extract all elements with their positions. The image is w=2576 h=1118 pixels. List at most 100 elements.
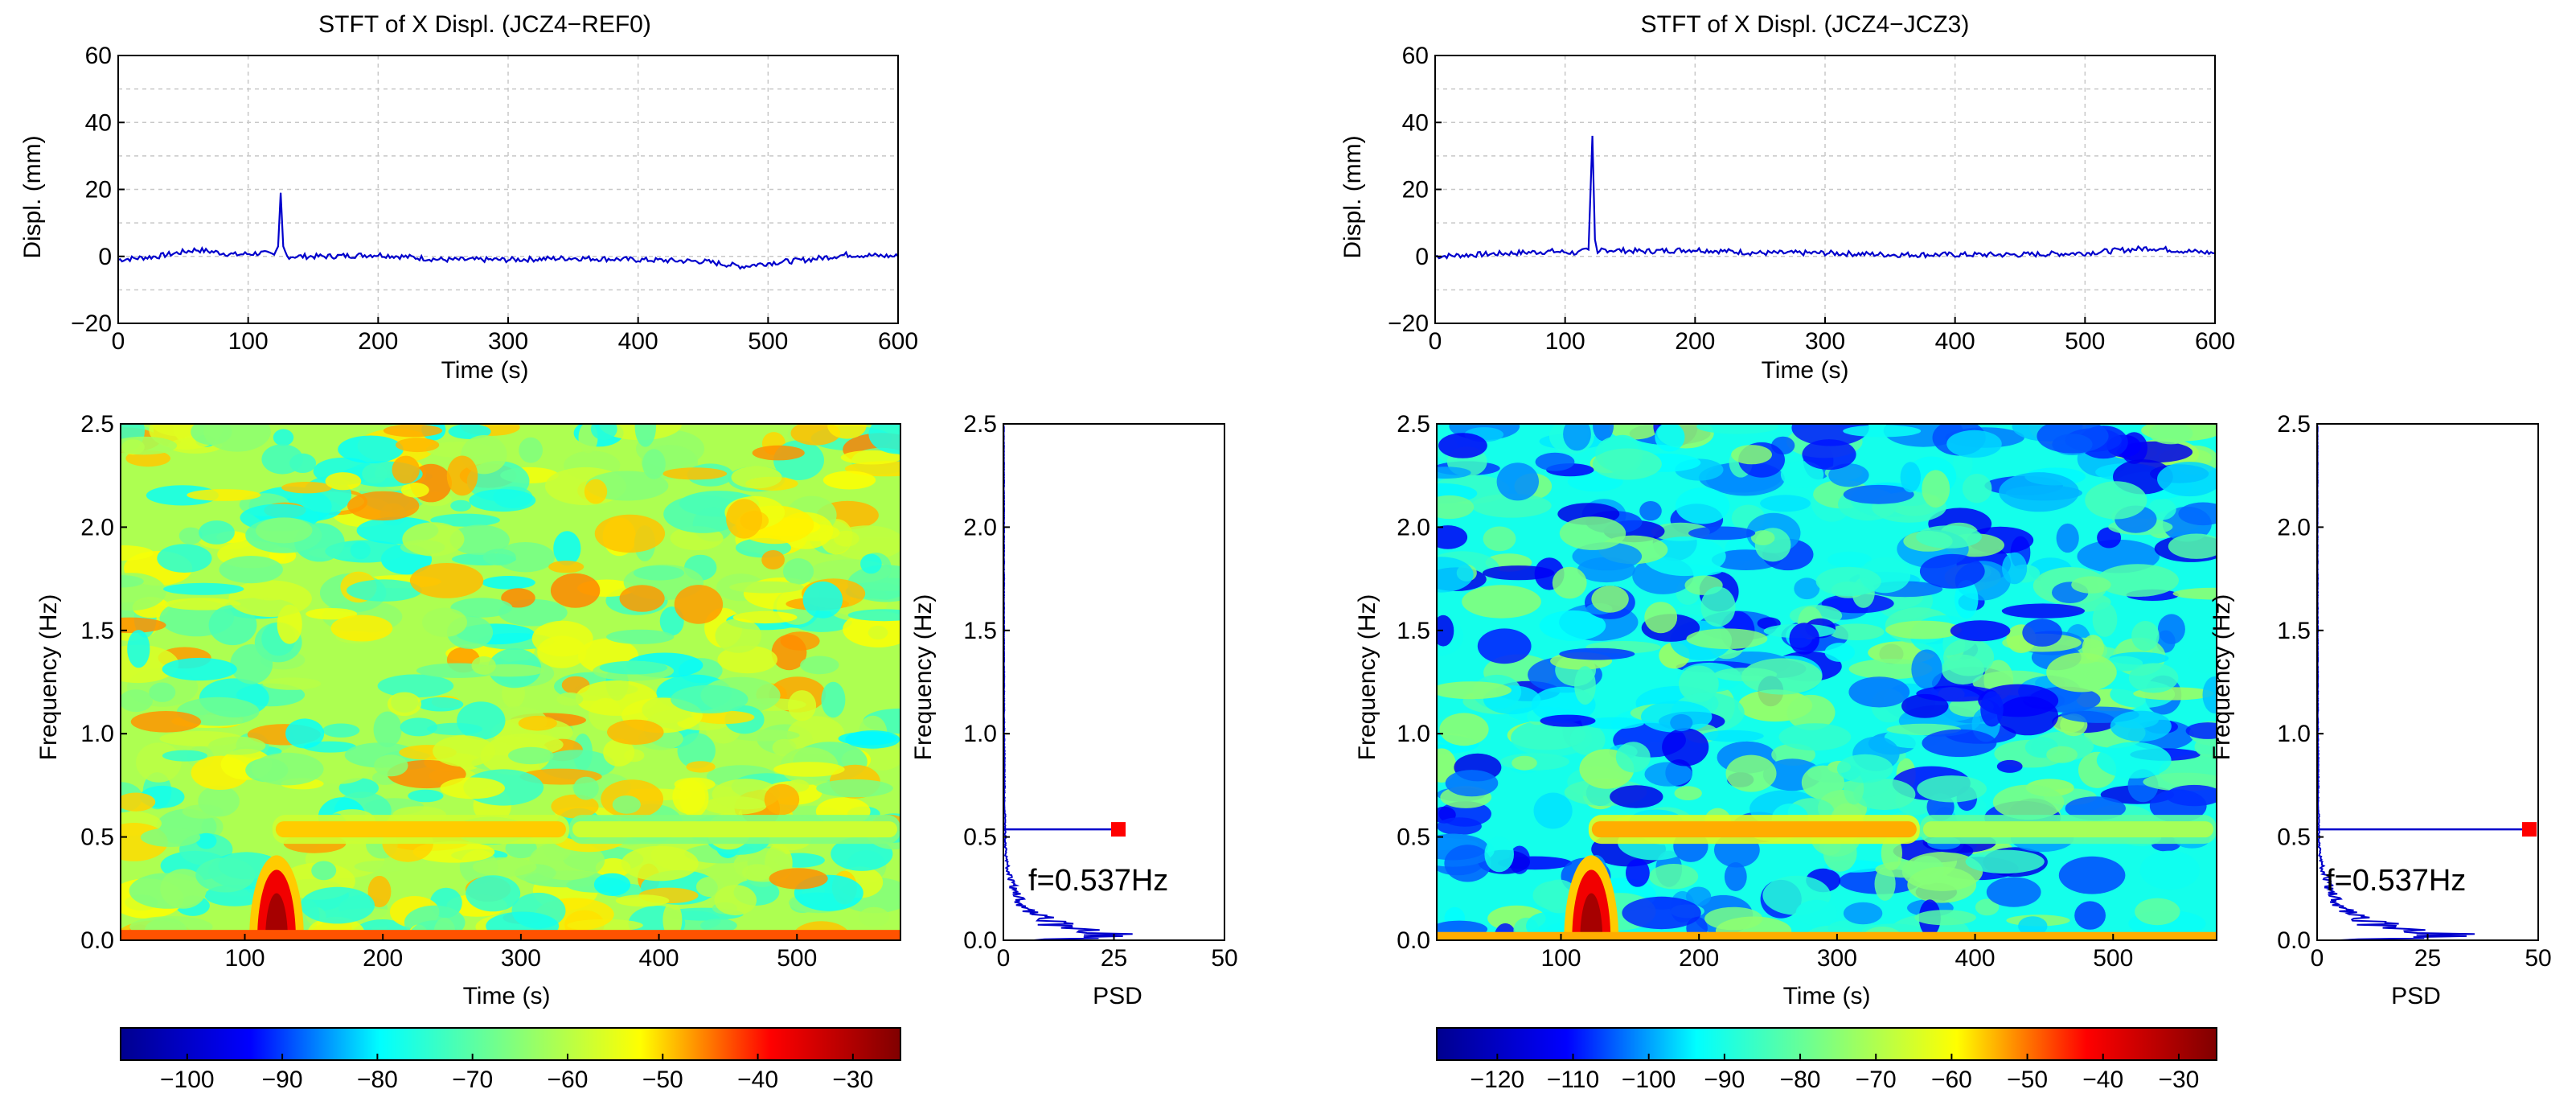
spectrogram-blob [715, 619, 762, 653]
y-tick-label: 2.5 [2277, 411, 2311, 438]
spectrogram-blob [1559, 516, 1626, 550]
spectrogram-blob [450, 598, 513, 618]
colorbar-tick-label: −60 [1931, 1067, 1972, 1093]
colorbar-gradient [1436, 1027, 2217, 1061]
y-tick-label: 1.5 [963, 618, 997, 644]
spectrogram-blob [121, 617, 166, 633]
y-tick-label: 60 [85, 43, 112, 69]
y-tick-label: 0 [1415, 244, 1429, 270]
low-frequency-floor [1437, 931, 2217, 940]
colorbar-tick-label: −100 [160, 1067, 215, 1093]
spectrogram-blob [619, 585, 665, 612]
y-tick-label: 20 [1402, 177, 1429, 203]
spectrogram-blob [1437, 681, 1512, 700]
y-tick-label: 0.5 [80, 824, 114, 851]
spectrogram-blob [603, 738, 635, 767]
spectrogram-blob [466, 875, 521, 912]
left-psd-ylabel: Frequency (Hz) [910, 594, 937, 761]
y-tick-label: 0.0 [963, 927, 997, 954]
spectrogram-blob [2172, 587, 2217, 600]
spectrogram-blob [1484, 836, 1514, 873]
right-psd-xlabel: PSD [2391, 983, 2441, 1009]
x-tick-label: 500 [2093, 945, 2133, 972]
spectrogram-blob [261, 444, 304, 475]
spectrogram-blob [2022, 619, 2062, 647]
x-tick-label: 100 [1545, 328, 1585, 355]
spectrogram-blob [408, 789, 444, 803]
right-psd-plot: 0 25 50 0.0 0.5 1.0 1.5 2.0 2.5 [2277, 411, 2551, 972]
spectrogram-blob [127, 630, 150, 668]
y-tick-label: 1.5 [80, 618, 114, 644]
spectrogram-blob [1986, 877, 2041, 907]
spectrogram-blob [773, 762, 845, 777]
spectrogram-blob [1992, 784, 2065, 820]
left-time-title: STFT of X Displ. (JCZ4−REF0) [318, 11, 651, 38]
colorbar-gradient [120, 1027, 901, 1061]
spectrogram-blob [230, 644, 273, 684]
spectrogram-blob [2071, 576, 2111, 594]
spectrogram-blob [662, 467, 728, 480]
spectrogram-blob [471, 656, 496, 675]
spectrogram-blob [822, 471, 876, 490]
spectrogram-blob [821, 681, 846, 718]
y-tick-label: 0.0 [2277, 927, 2311, 954]
spectrogram-blob [1622, 896, 1701, 930]
spectrogram-blob [1907, 866, 1977, 903]
spectrogram-blob [714, 885, 757, 916]
spectrogram-blob [1437, 495, 1475, 520]
spectrogram-blob [695, 876, 724, 898]
x-tick-label: 600 [878, 328, 918, 355]
spectrogram-blob [149, 682, 176, 702]
spectrogram-blob [1569, 724, 1606, 756]
spectrogram-blob [422, 607, 467, 637]
spectrogram-blob [1437, 817, 1482, 836]
spectrogram-blob [2001, 603, 2085, 619]
spectrogram-blob [634, 424, 656, 447]
spectrogram-blob [367, 875, 392, 908]
spectrogram-blob [1922, 470, 1950, 508]
spectrogram-blob [198, 785, 240, 817]
x-tick-label: 400 [618, 328, 658, 355]
spectrogram-blob [590, 424, 617, 441]
x-tick-label: 0 [997, 945, 1011, 972]
spectrogram-blob [121, 689, 153, 713]
spectrogram-blob [1941, 654, 1984, 685]
spectrogram-blob [621, 845, 699, 882]
frequency-band [572, 821, 897, 838]
x-tick-label: 200 [358, 328, 398, 355]
y-tick-label: 2.0 [2277, 514, 2311, 541]
spectrogram-blob [1836, 754, 1893, 783]
spectrogram-blob [400, 483, 429, 498]
spectrogram-blob [140, 828, 201, 847]
frequency-band [275, 821, 566, 838]
spectrogram-blob [2096, 742, 2172, 779]
spectrogram-blob [1996, 759, 2023, 773]
y-tick-label: 1.5 [2277, 618, 2311, 644]
spectrogram-blob [325, 472, 362, 491]
spectrogram-blob [1922, 729, 1997, 758]
spectrogram-blob [1674, 786, 1702, 800]
spectrogram-blob [1843, 484, 1914, 504]
spectrogram-blob [1593, 424, 1614, 442]
spectrogram-blob [672, 779, 706, 815]
peak-marker [2522, 822, 2537, 837]
spectrogram-blob [187, 489, 261, 501]
colorbar-tick-label: −120 [1471, 1067, 1525, 1093]
spectrogram-blob [1610, 785, 1663, 808]
left-psd-xlabel: PSD [1093, 983, 1142, 1009]
y-tick-label: 2.0 [963, 514, 997, 541]
spectrogram-blob [199, 520, 235, 545]
spectrogram-blob [606, 629, 675, 644]
spectrogram-blob [449, 524, 510, 555]
colorbar-tick-label: −40 [737, 1067, 778, 1093]
spectrogram-blob [347, 579, 422, 602]
x-tick-label: 200 [1679, 945, 1719, 972]
spectrogram-blob [281, 482, 332, 494]
spectrogram-blob [165, 598, 241, 610]
spectrogram-blob [1445, 770, 1499, 797]
y-tick-label: 0.5 [2277, 824, 2311, 851]
y-tick-label: 60 [1402, 43, 1429, 69]
spectrogram-blob [387, 692, 422, 717]
colorbar-tick-label: −80 [357, 1067, 398, 1093]
